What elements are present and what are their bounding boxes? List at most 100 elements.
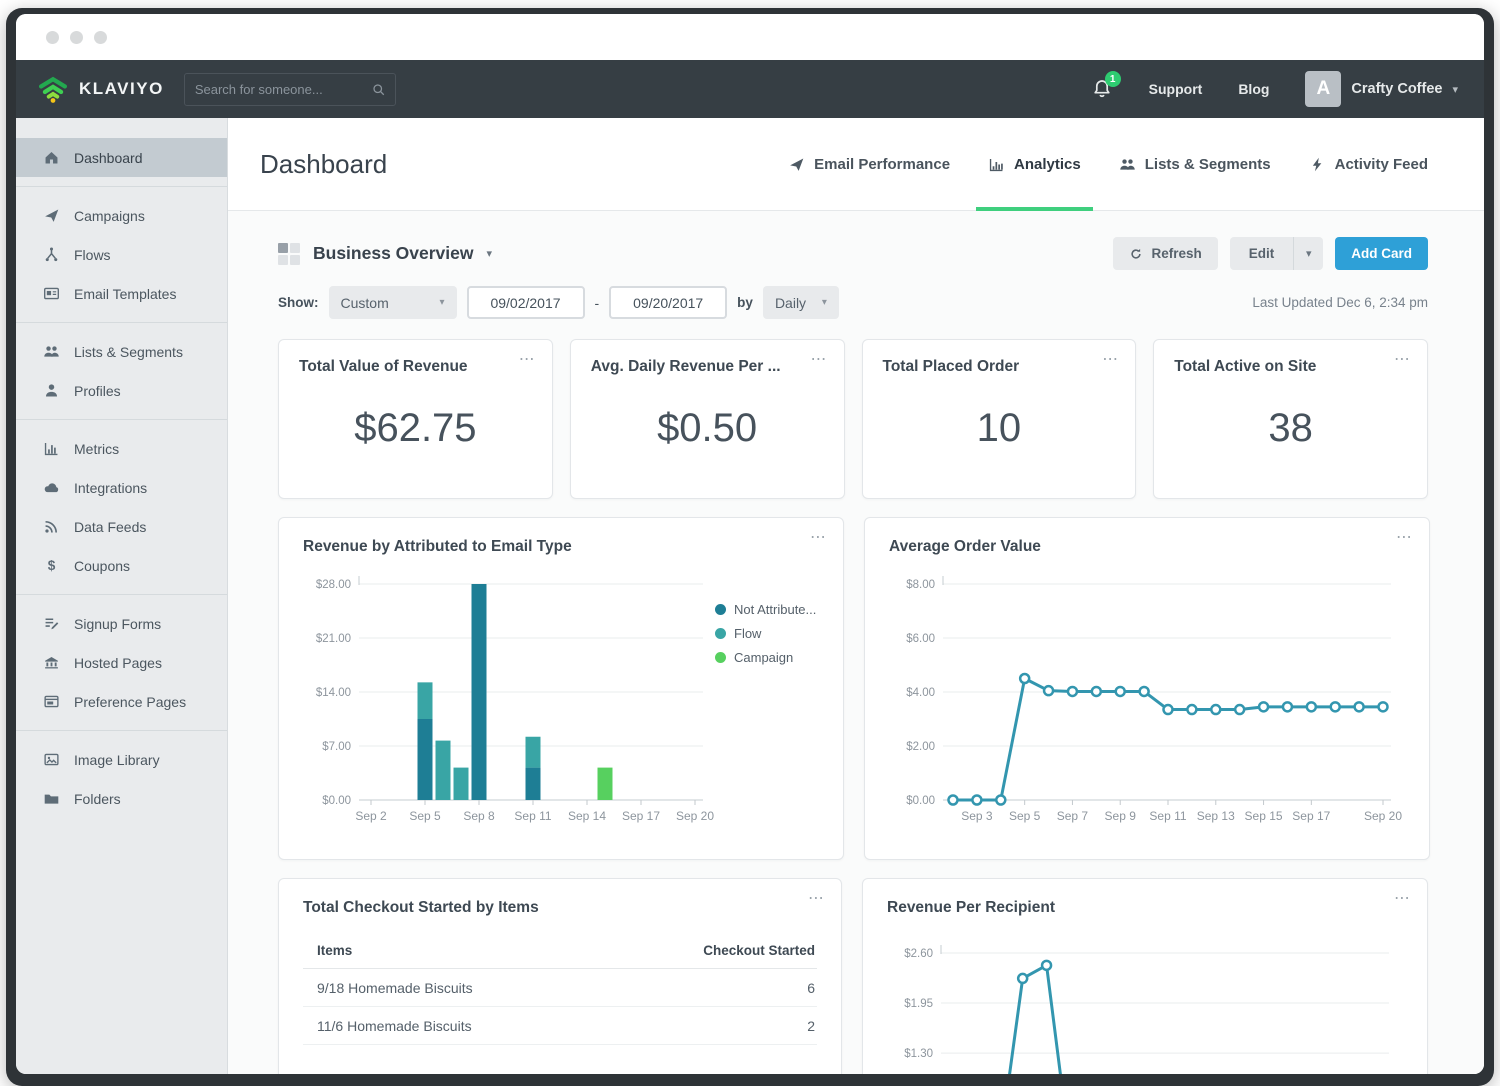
sidebar-item-metrics[interactable]: Metrics [16, 429, 227, 468]
svg-text:Sep 7: Sep 7 [1057, 809, 1089, 823]
edit-button[interactable]: Edit [1229, 237, 1294, 270]
sidebar-divider [16, 419, 227, 420]
card-title: Total Active on Site [1174, 358, 1317, 375]
item-count: 2 [807, 1017, 815, 1034]
legend-item-flow: Flow [715, 626, 819, 641]
sidebar-item-label: Coupons [74, 557, 131, 574]
sidebar-item-flows[interactable]: Flows [16, 235, 227, 274]
add-card-button[interactable]: Add Card [1335, 237, 1428, 270]
table-row[interactable]: 11/6 Homemade Biscuits 2 [303, 1007, 817, 1045]
metric-card-avg-daily-revenue-per: Avg. Daily Revenue Per ... ⋯ $0.50 [569, 339, 845, 499]
sidebar-item-folders[interactable]: Folders [16, 779, 227, 818]
card-menu-icon[interactable]: ⋯ [1394, 890, 1411, 907]
tab-lists-segments[interactable]: Lists & Segments [1119, 118, 1271, 210]
account-menu[interactable]: A Crafty Coffee ▾ [1305, 71, 1458, 107]
template-icon [43, 285, 61, 302]
sidebar-item-campaigns[interactable]: Campaigns [16, 196, 227, 235]
sidebar-item-label: Flows [74, 246, 111, 263]
bolt-icon [1309, 156, 1326, 173]
edit-dropdown-button[interactable]: ▾ [1293, 237, 1324, 270]
sidebar-item-email-templates[interactable]: Email Templates [16, 274, 227, 313]
metric-cards-row: Total Value of Revenue ⋯ $62.75 Avg. Daily … [278, 339, 1428, 499]
svg-text:$8.00: $8.00 [906, 579, 935, 591]
sidebar-item-label: Data Feeds [74, 518, 147, 535]
legend-label: Flow [734, 626, 762, 641]
notifications-button[interactable]: 1 [1091, 71, 1121, 100]
send-icon [43, 207, 61, 224]
card-menu-icon[interactable]: ⋯ [1102, 351, 1120, 368]
card-menu-icon[interactable]: ⋯ [810, 351, 828, 368]
flow-icon [43, 246, 61, 263]
svg-text:$28.00: $28.00 [316, 579, 351, 591]
metric-card-total-placed-order: Total Placed Order ⋯ 10 [861, 339, 1137, 499]
sidebar-item-image-library[interactable]: Image Library [16, 740, 227, 779]
svg-text:Sep 2: Sep 2 [355, 809, 387, 823]
sidebar-item-label: Profiles [74, 382, 121, 399]
tab-email-performance[interactable]: Email Performance [788, 118, 950, 210]
legend-label: Not Attribute... [734, 602, 817, 617]
sidebar-item-label: Campaigns [74, 207, 145, 224]
show-label: Show: [278, 295, 319, 310]
svg-text:Sep 8: Sep 8 [463, 809, 495, 823]
sidebar-item-integrations[interactable]: Integrations [16, 468, 227, 507]
signup-icon [43, 615, 61, 632]
search-box[interactable] [183, 72, 396, 106]
svg-text:Sep 11: Sep 11 [1149, 809, 1186, 823]
chevron-down-icon: ▾ [486, 248, 493, 260]
sidebar: Dashboard Campaigns Flows Email Templates Li… [16, 118, 228, 1074]
date-from-input[interactable] [466, 286, 585, 319]
svg-text:Sep 20: Sep 20 [1364, 809, 1402, 823]
sidebar-item-data-feeds[interactable]: Data Feeds [16, 507, 227, 546]
revenue-by-email-type-card: Revenue by Attributed to Email Type ⋯ $0… [278, 517, 844, 860]
refresh-button[interactable]: Refresh [1113, 237, 1218, 270]
by-label: by [737, 295, 753, 310]
sidebar-item-preference-pages[interactable]: Preference Pages [16, 682, 227, 721]
table-row[interactable]: 9/18 Homemade Biscuits 6 [303, 969, 817, 1007]
window-control-dot[interactable] [94, 30, 107, 44]
sidebar-item-label: Lists & Segments [74, 343, 183, 360]
card-menu-icon[interactable]: ⋯ [808, 890, 825, 907]
metric-card-total-value-of-revenue: Total Value of Revenue ⋯ $62.75 [278, 339, 553, 499]
sidebar-item-coupons[interactable]: $ Coupons [16, 546, 227, 585]
dashboard-content: Business Overview ▾ Refresh Ed [228, 211, 1484, 1074]
svg-text:Sep 13: Sep 13 [1197, 809, 1235, 823]
card-menu-icon[interactable]: ⋯ [1394, 351, 1411, 368]
sidebar-item-lists-segments[interactable]: Lists & Segments [16, 332, 227, 371]
sidebar-item-profiles[interactable]: Profiles [16, 371, 227, 410]
window-control-dot[interactable] [46, 30, 59, 44]
metric-value: $0.50 [657, 406, 758, 450]
column-header-checkout-started: Checkout Started [703, 943, 815, 958]
board-selector[interactable]: Business Overview ▾ [278, 242, 493, 265]
card-menu-icon[interactable]: ⋯ [518, 351, 536, 368]
svg-text:Sep 17: Sep 17 [1292, 809, 1330, 823]
table-header: Items Checkout Started [303, 943, 817, 969]
tab-analytics[interactable]: Analytics [976, 118, 1093, 211]
window-control-dot[interactable] [70, 30, 83, 44]
card-menu-icon[interactable]: ⋯ [810, 529, 827, 546]
svg-text:$0.00: $0.00 [322, 795, 351, 807]
card-title: Total Value of Revenue [299, 358, 468, 375]
sidebar-item-label: Folders [74, 790, 121, 807]
klaviyo-logo-icon [38, 76, 68, 103]
item-name: 11/6 Homemade Biscuits [317, 1017, 472, 1034]
sidebar-item-hosted-pages[interactable]: Hosted Pages [16, 643, 227, 682]
sidebar-item-signup-forms[interactable]: Signup Forms [16, 604, 227, 643]
klaviyo-logo[interactable]: KLAVIYO [36, 74, 164, 104]
sidebar-item-label: Metrics [74, 440, 120, 457]
sidebar-item-label: Email Templates [74, 285, 177, 302]
card-menu-icon[interactable]: ⋯ [1396, 529, 1413, 546]
legend-swatch [715, 604, 726, 615]
date-to-input[interactable] [609, 286, 728, 319]
interval-select[interactable]: Daily ▾ [762, 286, 839, 319]
support-link[interactable]: Support [1148, 81, 1203, 97]
show-select[interactable]: Custom ▾ [328, 286, 457, 319]
sidebar-item-dashboard[interactable]: Dashboard [16, 138, 227, 177]
blog-link[interactable]: Blog [1238, 81, 1270, 97]
chart-legend: Not Attribute... Flow Campaign [715, 568, 819, 834]
sidebar-item-label: Signup Forms [74, 615, 162, 632]
date-range-separator: - [594, 294, 600, 311]
column-header-items: Items [317, 943, 353, 958]
tab-activity-feed[interactable]: Activity Feed [1309, 118, 1428, 210]
search-input[interactable] [194, 81, 371, 97]
home-icon [43, 149, 61, 166]
